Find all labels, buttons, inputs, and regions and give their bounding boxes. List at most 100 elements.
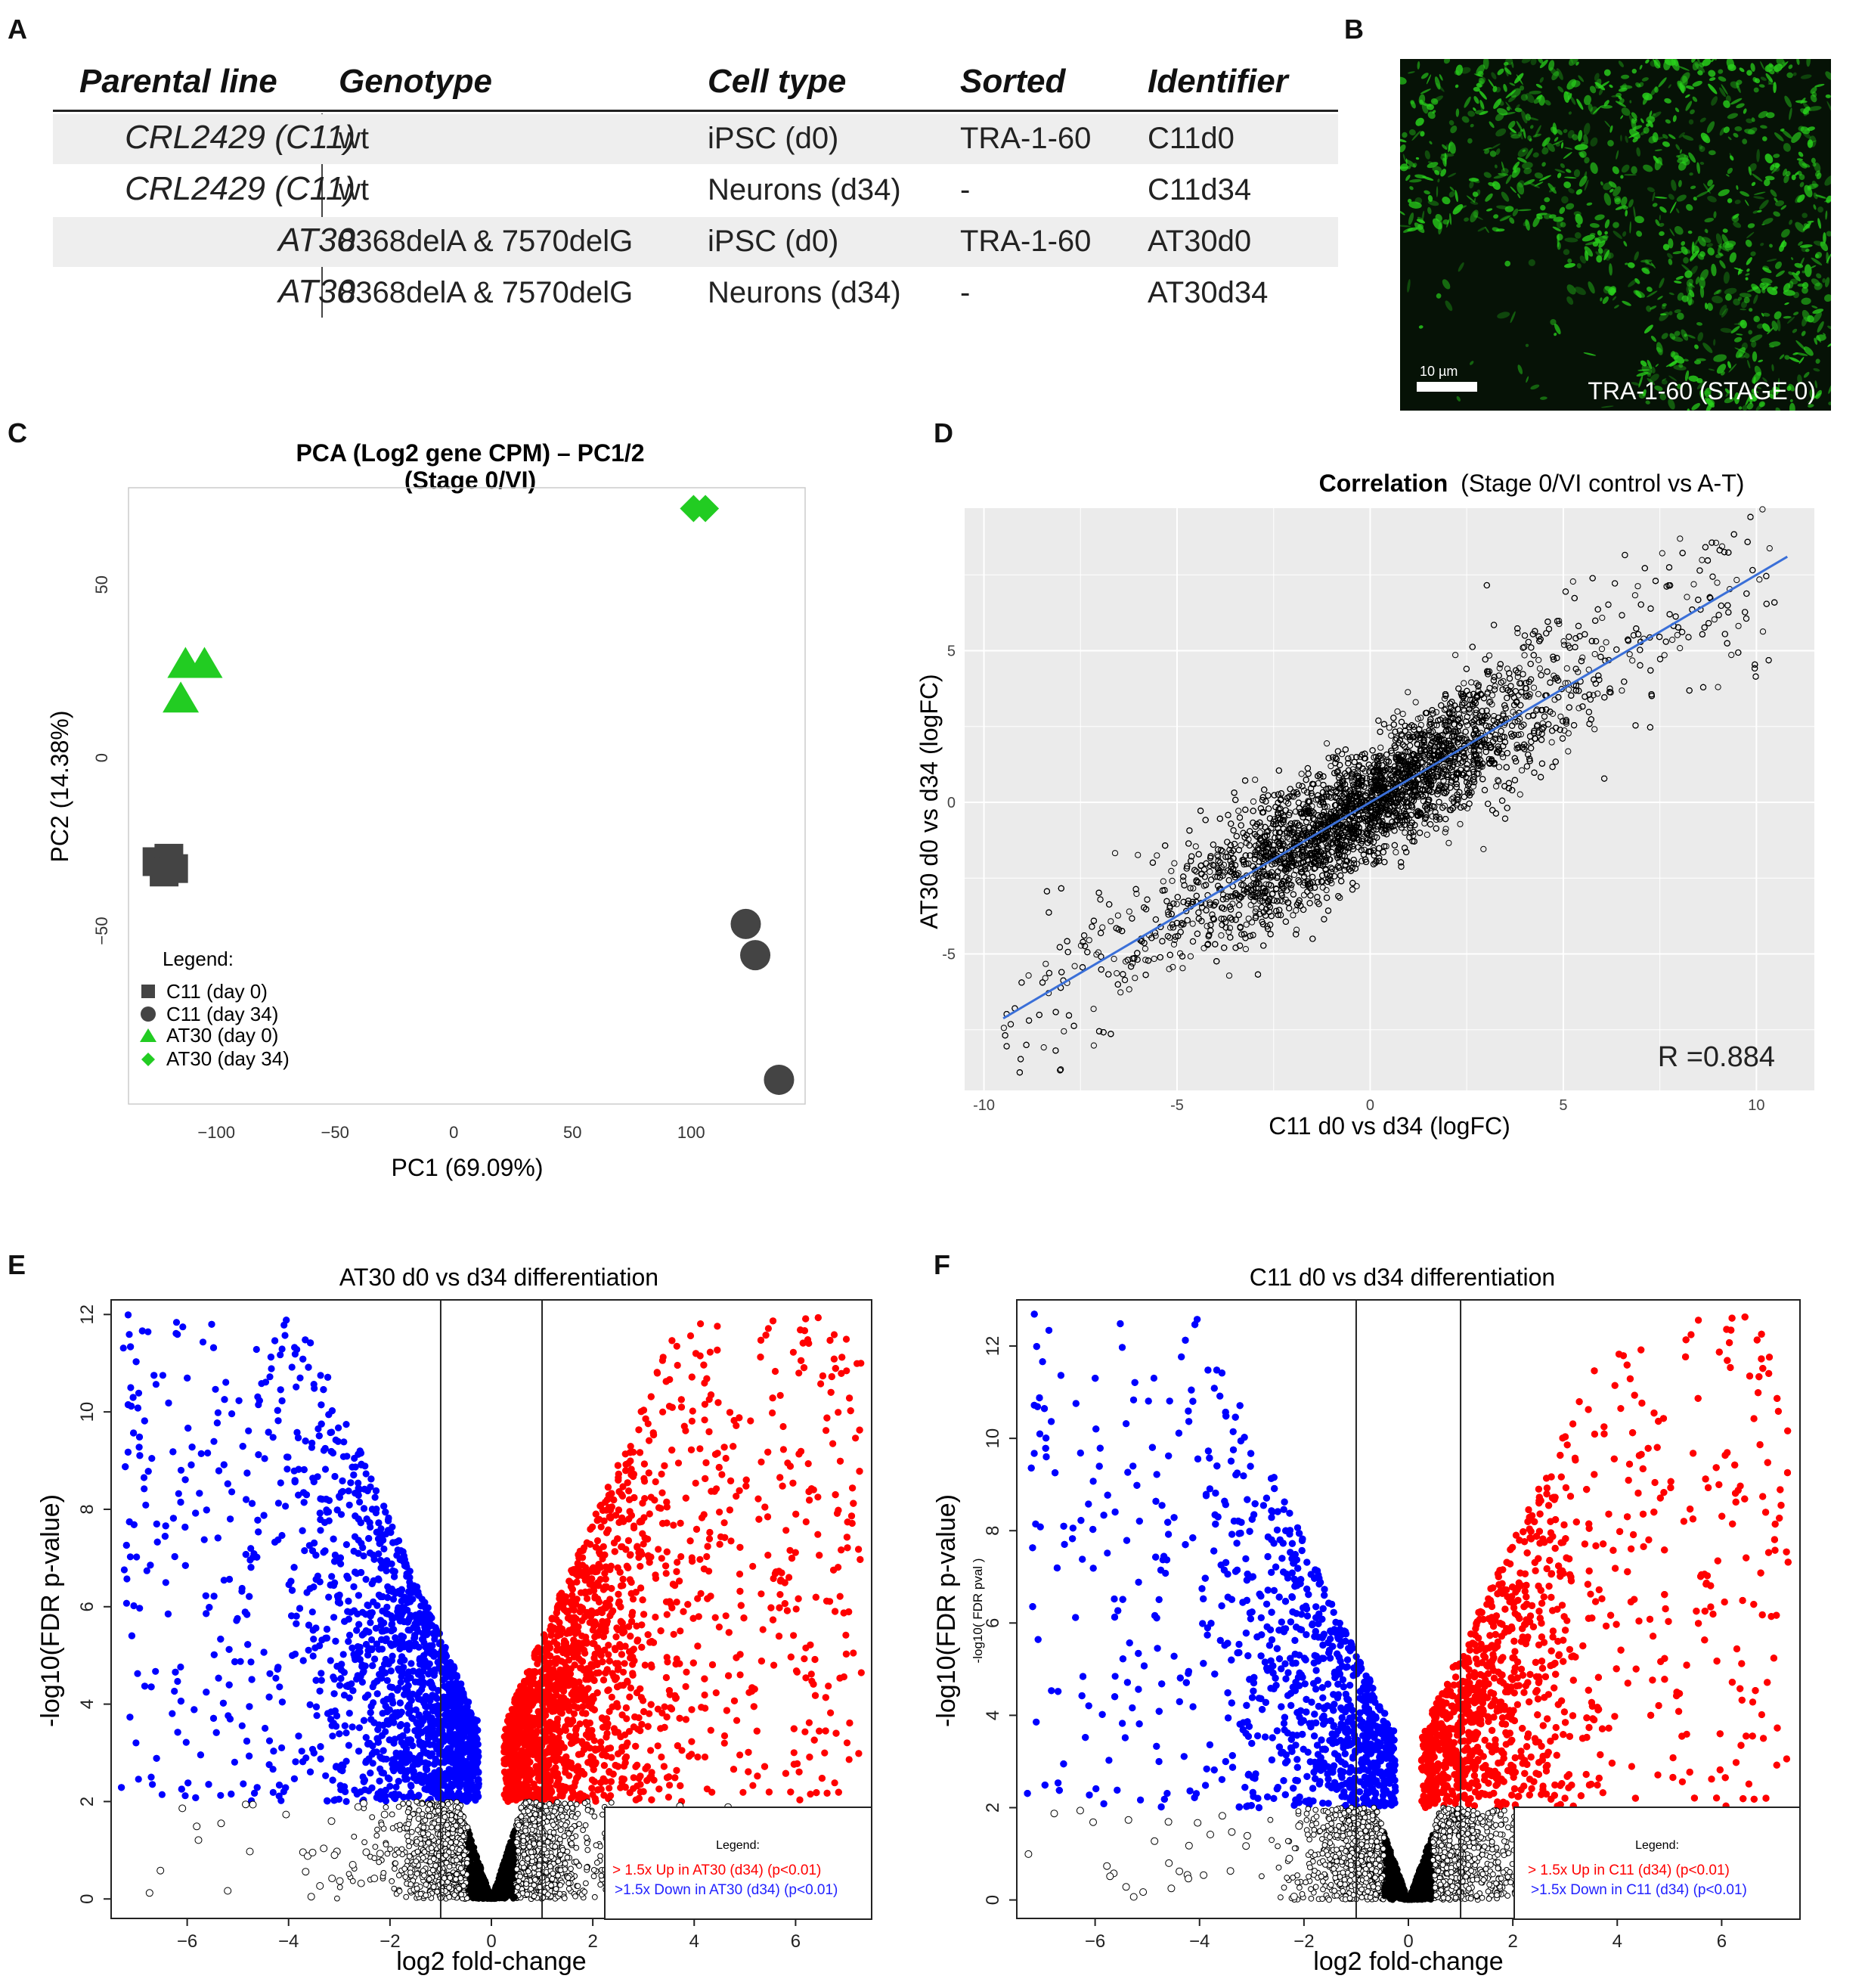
cell [1691,59,1696,63]
cell [1595,235,1608,243]
cell [1440,169,1447,177]
cell [1760,125,1767,129]
cell [1692,61,1699,71]
cell [1623,240,1628,247]
cell [1509,217,1515,224]
cell [1656,342,1663,355]
cell [1604,231,1608,235]
cell [1631,112,1637,119]
cell [1668,292,1674,296]
cell [1732,213,1740,219]
cell [1799,181,1805,188]
cell [1675,144,1681,150]
cell [1813,368,1820,372]
correlation-point [1394,708,1401,715]
cell [1555,142,1560,147]
cell [1727,198,1733,203]
cell [1697,332,1704,342]
cell [1758,401,1765,408]
correlation-point [1114,912,1121,919]
cell [1744,199,1749,206]
correlation-point [1430,721,1438,729]
cell [1696,59,1700,64]
correlation-point [1619,687,1625,694]
cell [1628,199,1634,208]
cell [1786,72,1793,79]
correlation-point [1457,820,1464,827]
cell [1659,393,1667,401]
cell [1721,234,1730,246]
cell [1659,313,1667,316]
header-parental-line: Parental line [79,63,277,101]
correlation-point [1591,726,1598,733]
cell [1628,129,1640,139]
cell [1438,221,1443,235]
cell [1689,289,1695,298]
cell [1400,138,1407,143]
cell [1523,167,1532,175]
cell [1510,186,1516,194]
correlation-point [1464,775,1471,782]
cell [1563,181,1572,188]
cell [1566,296,1574,305]
cell [1448,191,1455,198]
cell [1684,370,1690,382]
cell [1408,129,1416,136]
cell [1495,148,1501,155]
cell [1590,162,1598,174]
correlation-point [1090,1042,1097,1049]
cell [1603,69,1611,76]
cell [1561,196,1569,204]
correlation-point [1565,748,1572,755]
cell [1781,129,1792,139]
cell [1801,163,1811,168]
cell [1532,216,1540,228]
cell [1801,330,1806,337]
correlation-point [1225,972,1233,979]
cell [1753,191,1766,195]
cell [1548,214,1557,219]
cell [1678,132,1685,138]
cell [1553,216,1564,222]
cell [1787,316,1795,324]
cell [1609,287,1616,296]
cell [1615,205,1627,210]
cell [1745,239,1752,247]
cell [1439,74,1443,81]
correlation-point [1491,712,1498,720]
cell [1735,347,1746,358]
cell [1447,172,1457,178]
correlation-point [1495,778,1502,785]
cell [1589,85,1597,94]
cell [1493,214,1499,219]
cell [1411,130,1421,141]
correlation-point [1711,616,1718,623]
cell [1634,251,1639,261]
correlation-point [1677,645,1684,652]
cell [1609,263,1613,276]
cell [1674,309,1681,313]
cell [1578,175,1588,187]
cell [1598,81,1609,89]
correlation-point [1561,641,1568,648]
correlation-point [1256,846,1262,854]
cell [1795,100,1808,104]
cell [1749,308,1753,312]
cell [1795,271,1801,275]
cell [1647,359,1653,370]
cell [1780,240,1786,248]
cell [1647,377,1656,386]
cell [1613,196,1622,203]
cell [1825,71,1831,80]
cell [1684,333,1687,337]
cell [1808,106,1822,111]
correlation-point [1733,576,1740,584]
cell [1525,219,1530,231]
cell [1689,172,1693,176]
cell [1699,144,1703,150]
cell [1662,134,1668,139]
cell [1575,189,1583,195]
cell [1563,249,1570,256]
cell [1699,389,1705,400]
cell [1745,277,1749,281]
